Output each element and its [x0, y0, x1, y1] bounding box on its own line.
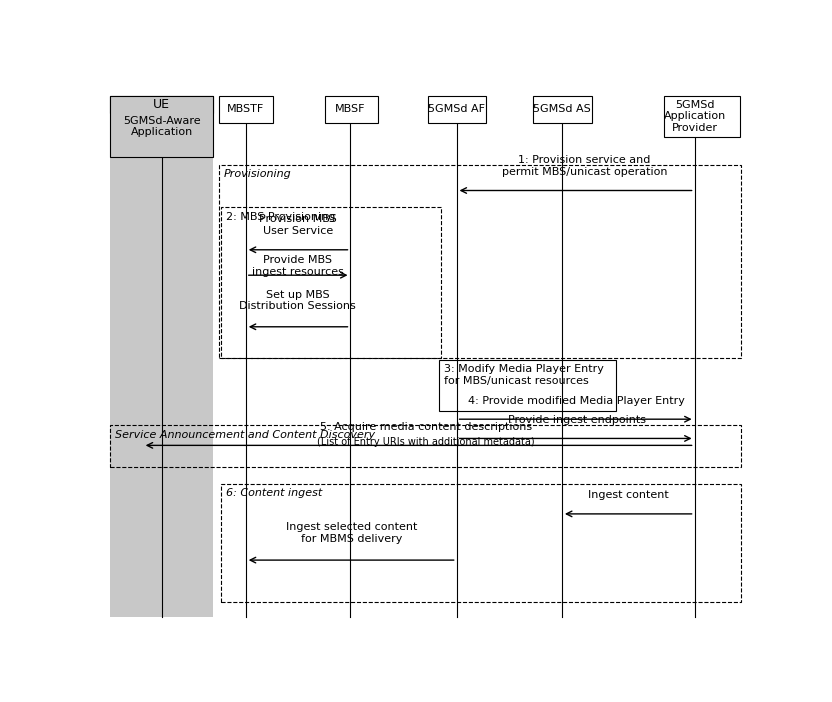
Text: Service Announcement and Content Discovery: Service Announcement and Content Discove… [116, 430, 375, 439]
Text: 5: Acquire media content descriptions: 5: Acquire media content descriptions [319, 421, 532, 432]
Text: Set up MBS
Distribution Sessions: Set up MBS Distribution Sessions [240, 290, 356, 312]
Bar [110, 95, 212, 113]
Text: Provision MBS
User Service: Provision MBS User Service [259, 214, 337, 236]
Text: 5GMSd AS: 5GMSd AS [533, 105, 591, 114]
Text: 4: Provide modified Media Player Entry: 4: Provide modified Media Player Entry [468, 396, 686, 406]
Bar [428, 95, 486, 123]
Text: MBSTF: MBSTF [227, 105, 265, 114]
Bar [219, 95, 273, 123]
Bar [110, 157, 212, 617]
Bar [221, 207, 441, 357]
Text: 3: Modify Media Player Entry
for MBS/unicast resources: 3: Modify Media Player Entry for MBS/uni… [444, 364, 604, 386]
Text: 1: Provision service and
permit MBS/unicast operation: 1: Provision service and permit MBS/unic… [502, 155, 667, 177]
Text: Provide ingest endpoints: Provide ingest endpoints [508, 416, 646, 425]
Bar [110, 95, 212, 157]
Text: (List of Entry URIs with additional metadata): (List of Entry URIs with additional meta… [317, 437, 534, 446]
Text: 5GMSd AF: 5GMSd AF [428, 105, 485, 114]
Bar [221, 484, 741, 602]
Text: Ingest selected content
for MBMS delivery: Ingest selected content for MBMS deliver… [286, 522, 418, 544]
Text: Ingest content: Ingest content [588, 490, 669, 500]
Text: 5GMSd-Aware
Application: 5GMSd-Aware Application [123, 116, 201, 138]
Bar [324, 95, 378, 123]
Bar [219, 165, 741, 357]
Bar [533, 95, 592, 123]
Text: Provisioning: Provisioning [224, 169, 291, 180]
Bar [664, 95, 740, 137]
Bar [110, 425, 741, 467]
Bar [438, 360, 616, 411]
Text: 2: MBS Provisioning: 2: MBS Provisioning [226, 212, 335, 222]
Text: Provide MBS
ingest resources: Provide MBS ingest resources [252, 255, 344, 277]
Text: 5GMSd
Application
Provider: 5GMSd Application Provider [663, 100, 726, 133]
Text: 6: Content ingest: 6: Content ingest [226, 488, 323, 498]
Text: UE: UE [153, 98, 170, 111]
Text: MBSF: MBSF [335, 105, 366, 114]
